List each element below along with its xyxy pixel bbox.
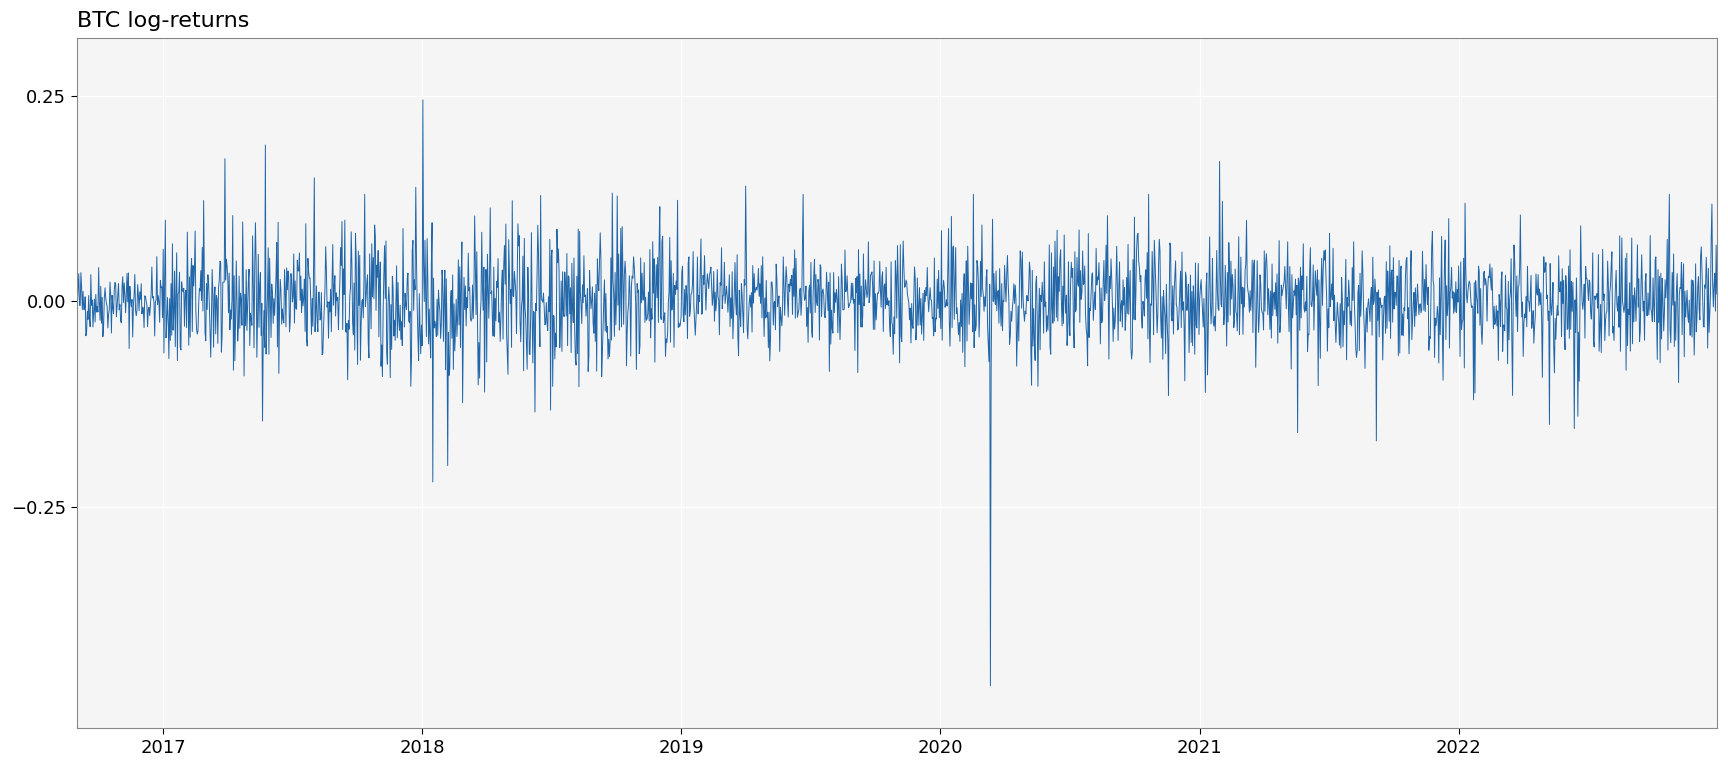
Text: BTC log-returns: BTC log-returns [76, 11, 249, 31]
